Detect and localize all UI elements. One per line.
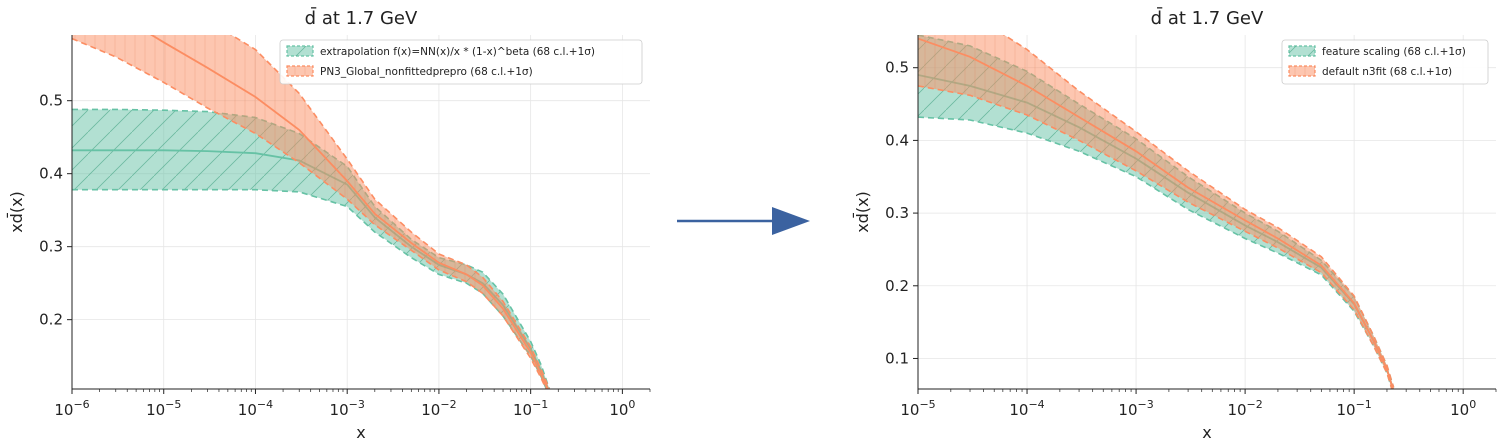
series-lower-line-0 <box>918 116 1393 389</box>
series-upper-line-1 <box>229 35 551 389</box>
series-lower-line-1 <box>72 37 547 389</box>
legend-entry: extrapolation f(x)=NN(x)/x * (1-x)^beta … <box>286 45 595 58</box>
series-band-hatch-1 <box>918 35 1394 389</box>
y-tick-label: 0.5 <box>885 59 909 77</box>
x-tick-label: 10−6 <box>54 398 89 419</box>
x-tick-label: 10−5 <box>146 398 181 419</box>
y-tick-label: 0.3 <box>39 238 63 256</box>
legend-entry: PN3_Global_nonfittedprepro (68 c.l.+1σ) <box>286 65 533 78</box>
series-band-hatch-0 <box>918 35 1394 389</box>
legend-swatch-hatch <box>287 66 313 76</box>
y-tick-label: 0.4 <box>39 165 63 183</box>
series-central-line-1 <box>918 37 1394 389</box>
plot-area <box>72 35 551 389</box>
chart-title: d̄ at 1.7 GeV <box>1151 7 1264 29</box>
legend-box <box>1281 39 1489 85</box>
y-tick-label: 0.4 <box>885 131 909 149</box>
y-axis-label: xd̄(x) <box>853 191 872 233</box>
y-tick-label: 0.2 <box>885 277 909 295</box>
y-tick-label: 0.5 <box>39 92 63 110</box>
legend-swatch-hatch <box>287 46 313 56</box>
legend-label: PN3_Global_nonfittedprepro (68 c.l.+1σ) <box>320 66 533 78</box>
arrow-head <box>772 207 810 235</box>
x-tick-label: 10−4 <box>238 398 273 419</box>
x-tick-label: 10−4 <box>1009 398 1044 419</box>
x-axis-label: x <box>1202 423 1211 442</box>
series-upper-line-1 <box>1002 35 1395 388</box>
x-tick-label: 100 <box>609 398 635 419</box>
x-axis-label: x <box>356 423 365 442</box>
legend-entry: feature scaling (68 c.l.+1σ) <box>1288 45 1466 58</box>
legend-label: default n3fit (68 c.l.+1σ) <box>1322 66 1452 78</box>
legend-label: feature scaling (68 c.l.+1σ) <box>1322 46 1466 58</box>
legend-label: extrapolation f(x)=NN(x)/x * (1-x)^beta … <box>320 46 595 58</box>
x-tick-label: 100 <box>1450 398 1476 419</box>
x-tick-label: 10−1 <box>513 398 548 419</box>
legend-entry: default n3fit (68 c.l.+1σ) <box>1288 65 1452 78</box>
series-central-line-1 <box>149 35 549 389</box>
series-band-hatch-0 <box>72 109 550 389</box>
legend: extrapolation f(x)=NN(x)/x * (1-x)^beta … <box>279 39 643 85</box>
left-chart-panel: 10−6 10−5 10−4 10−3 10−2 10−1 100 0.2 0.3 0.4 0.5 d… <box>7 7 651 442</box>
legend: feature scaling (68 c.l.+1σ) default n3fi… <box>1281 39 1489 85</box>
x-tick-label: 10−2 <box>1227 398 1262 419</box>
transition-arrow <box>677 207 810 235</box>
legend-swatch-hatch <box>1289 66 1315 76</box>
x-tick-label: 10−1 <box>1336 398 1371 419</box>
x-tick-label: 10−2 <box>421 398 456 419</box>
right-chart-panel: 10−5 10−4 10−3 10−2 10−1 100 0.1 0.2 0.3 0.4 0.5 d̄… <box>853 7 1497 442</box>
series-lower-line-0 <box>72 188 548 389</box>
y-tick-label: 0.2 <box>39 311 63 329</box>
legend-swatch-hatch <box>1289 46 1315 56</box>
chart-title: d̄ at 1.7 GeV <box>305 7 418 29</box>
y-axis-label: xd̄(x) <box>7 191 26 233</box>
y-tick-label: 0.3 <box>885 204 909 222</box>
y-tick-label: 0.1 <box>885 349 909 367</box>
x-tick-label: 10−3 <box>1118 398 1153 419</box>
legend-box <box>279 39 643 85</box>
plot-area <box>918 35 1395 389</box>
series-lower-line-1 <box>918 85 1393 389</box>
x-tick-label: 10−5 <box>900 398 935 419</box>
x-tick-label: 10−3 <box>330 398 365 419</box>
